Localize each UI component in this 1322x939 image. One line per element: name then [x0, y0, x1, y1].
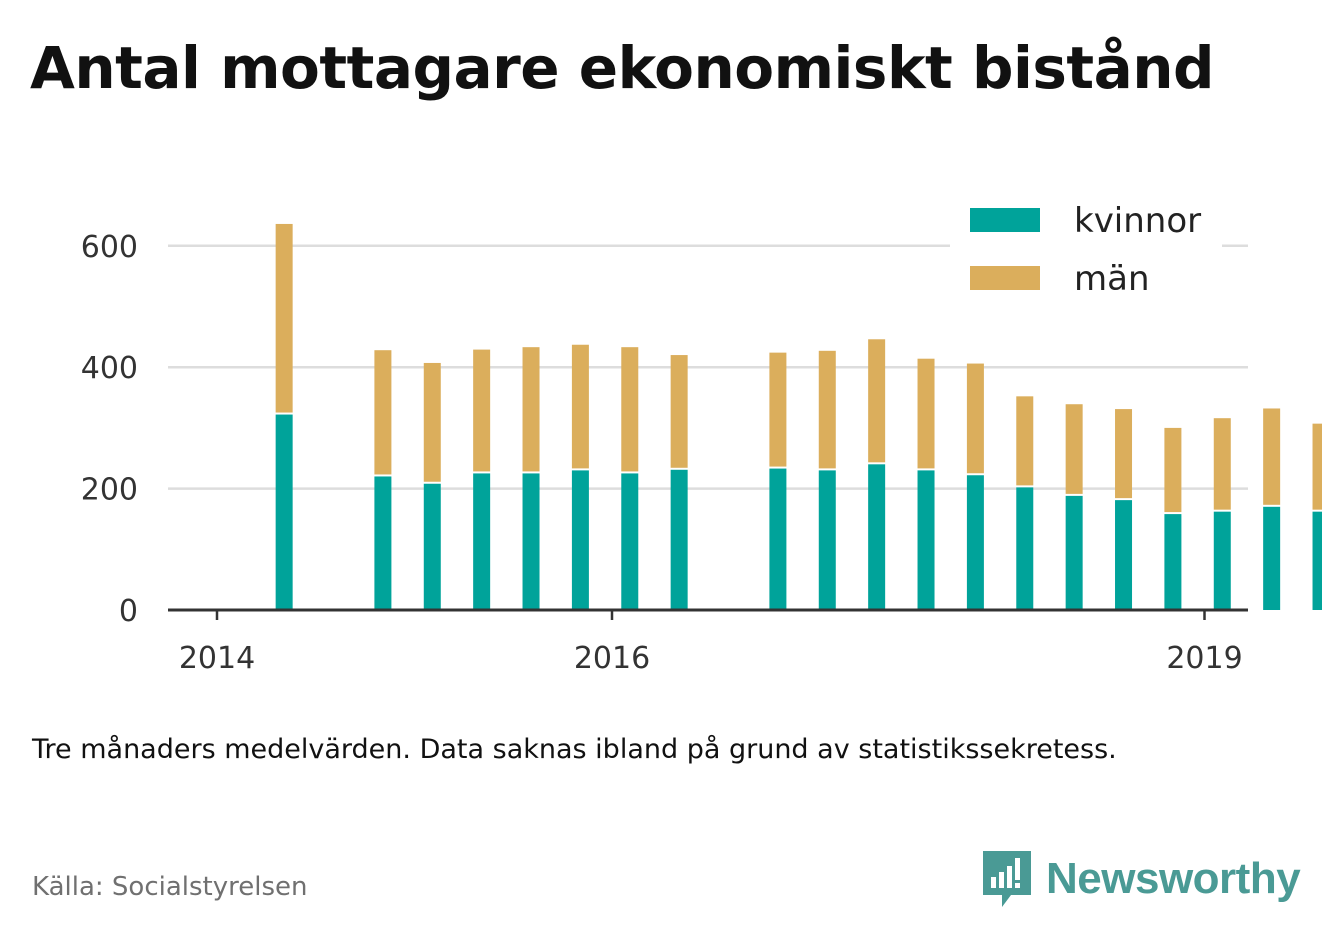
bar-kvinnor [966, 475, 984, 610]
legend-swatch [970, 208, 1040, 232]
bar-man [818, 350, 836, 469]
legend: kvinnor män [950, 196, 1222, 308]
bar-man [1065, 404, 1083, 494]
y-tick-label: 0 [119, 594, 138, 629]
bar-kvinnor [423, 483, 441, 610]
bar-man [917, 358, 935, 469]
bars [275, 223, 1322, 610]
legend-label: män [1074, 259, 1150, 299]
bar-man [1213, 418, 1231, 510]
bar-man [966, 363, 984, 474]
bar-man [670, 355, 688, 468]
bar-kvinnor [522, 473, 540, 610]
legend-label: kvinnor [1074, 201, 1201, 241]
chart-title: Antal mottagare ekonomiskt bistånd [30, 34, 1215, 102]
bar-kvinnor [275, 414, 293, 610]
bar-kvinnor [1065, 495, 1083, 610]
bar-kvinnor [769, 468, 787, 610]
bar-kvinnor [868, 464, 886, 610]
bar-kvinnor [917, 470, 935, 610]
x-axis [168, 608, 1248, 620]
bar-kvinnor [473, 473, 491, 610]
bar-man [571, 344, 589, 469]
bar-man [1263, 408, 1281, 505]
bar-man [374, 350, 392, 475]
newsworthy-brand[interactable]: Newsworthy [980, 848, 1301, 910]
y-tick-label: 200 [81, 473, 138, 508]
bar-man [1115, 409, 1133, 499]
x-tick-label: 2019 [1166, 641, 1242, 676]
bar-man [1312, 423, 1322, 510]
x-tick-label: 2014 [179, 641, 255, 676]
source-credit: Källa: Socialstyrelsen [32, 872, 308, 902]
bar-man [473, 349, 491, 472]
chart-note: Tre månaders medelvärden. Data saknas ib… [32, 734, 1117, 765]
newsworthy-logo-icon [983, 851, 1031, 907]
bar-man [1016, 396, 1034, 486]
y-tick-label: 600 [81, 230, 138, 265]
bar-kvinnor [1263, 506, 1281, 610]
bar-kvinnor [621, 473, 639, 610]
bar-man [868, 339, 886, 463]
bar-man [769, 352, 787, 467]
bar-kvinnor [1016, 487, 1034, 610]
bar-kvinnor [1164, 514, 1182, 610]
bar-kvinnor [1312, 511, 1322, 610]
legend-swatch [970, 266, 1040, 290]
bar-kvinnor [1213, 511, 1231, 610]
bar-man [1164, 427, 1182, 513]
bar-kvinnor [571, 470, 589, 610]
bar-man [621, 347, 639, 472]
bar-kvinnor [1115, 500, 1133, 610]
brand-name: Newsworthy [1046, 854, 1301, 903]
y-tick-label: 400 [81, 351, 138, 386]
bar-man [423, 362, 441, 482]
bar-man [275, 223, 293, 413]
x-tick-label: 2016 [574, 641, 650, 676]
bar-kvinnor [818, 470, 836, 610]
y-tick-labels: 0 200 400 600 [81, 230, 138, 629]
x-tick-labels: 20142016201920212023 [179, 641, 1243, 676]
bar-kvinnor [374, 476, 392, 610]
bar-man [522, 347, 540, 472]
bar-kvinnor [670, 469, 688, 610]
